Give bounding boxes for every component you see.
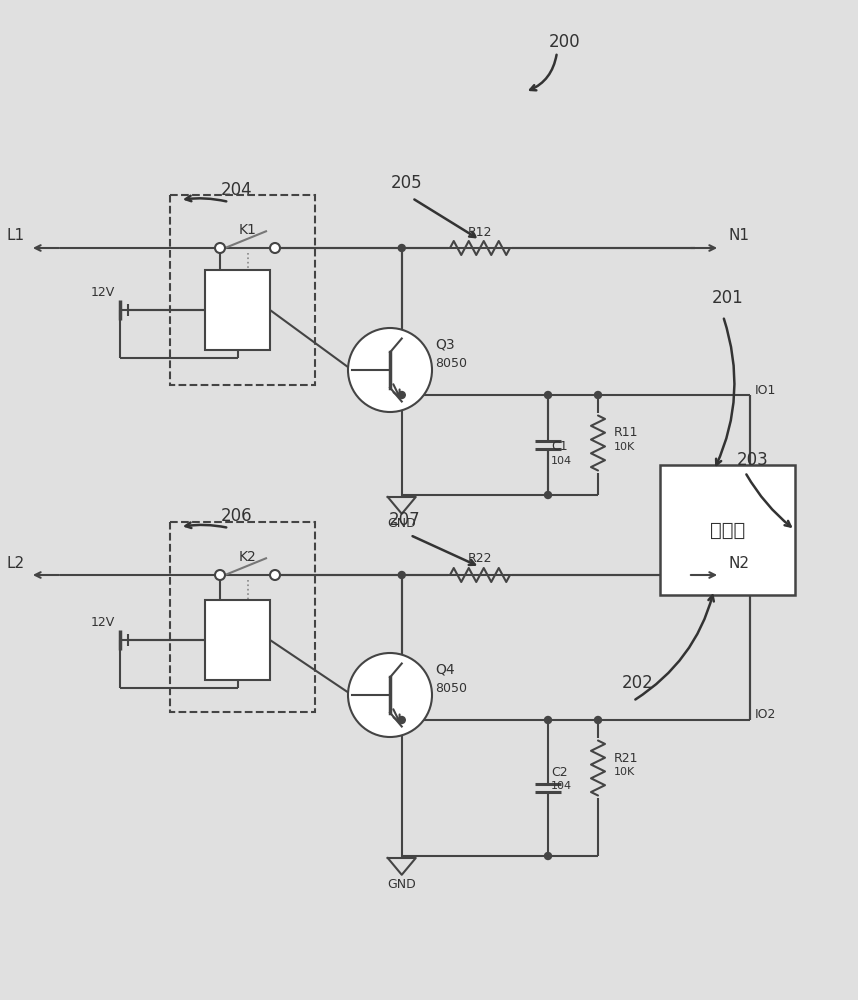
Text: 10K: 10K [614, 442, 635, 452]
Text: C1: C1 [551, 440, 568, 454]
Text: Q4: Q4 [435, 663, 455, 677]
Text: 单片机: 单片机 [710, 520, 745, 540]
Bar [205, 270, 270, 350]
Text: 8050: 8050 [435, 357, 467, 370]
Text: IO2: IO2 [755, 708, 776, 722]
Text: C2: C2 [551, 766, 568, 778]
Circle shape [398, 391, 405, 398]
Text: 206: 206 [221, 507, 253, 525]
Circle shape [348, 328, 432, 412]
Text: N1: N1 [728, 229, 749, 243]
Text: 104: 104 [551, 456, 572, 466]
Bar [205, 600, 270, 680]
Circle shape [545, 852, 552, 859]
Text: GND: GND [387, 878, 416, 891]
Text: 205: 205 [391, 174, 423, 192]
Bar [170, 522, 315, 712]
Text: R21: R21 [614, 752, 638, 764]
Bar [660, 465, 795, 595]
Circle shape [545, 391, 552, 398]
Circle shape [545, 716, 552, 724]
Text: 12V: 12V [91, 615, 115, 629]
Text: IO1: IO1 [755, 383, 776, 396]
Circle shape [398, 244, 405, 251]
Circle shape [215, 570, 225, 580]
Text: R22: R22 [468, 552, 492, 566]
Text: 201: 201 [712, 289, 744, 307]
Circle shape [545, 491, 552, 498]
Text: 8050: 8050 [435, 682, 467, 695]
Text: 104: 104 [551, 781, 572, 791]
Text: Q3: Q3 [435, 338, 455, 352]
Circle shape [348, 653, 432, 737]
Text: K1: K1 [239, 223, 257, 237]
Text: K2: K2 [239, 550, 257, 564]
Text: 204: 204 [221, 181, 253, 199]
Circle shape [398, 716, 405, 724]
Text: 12V: 12V [91, 286, 115, 298]
Text: L2: L2 [7, 556, 25, 570]
Circle shape [595, 391, 601, 398]
Text: N2: N2 [728, 556, 749, 570]
Text: 207: 207 [390, 511, 420, 529]
Text: 202: 202 [622, 674, 654, 692]
Bar [170, 195, 315, 385]
Circle shape [270, 243, 280, 253]
Circle shape [215, 243, 225, 253]
Text: R12: R12 [468, 226, 492, 238]
Circle shape [595, 716, 601, 724]
Text: R11: R11 [614, 426, 638, 440]
Text: 200: 200 [549, 33, 581, 51]
Circle shape [270, 570, 280, 580]
Text: GND: GND [387, 517, 416, 530]
Text: L1: L1 [7, 229, 25, 243]
Text: 203: 203 [737, 451, 769, 469]
Text: 10K: 10K [614, 767, 635, 777]
Circle shape [398, 572, 405, 578]
